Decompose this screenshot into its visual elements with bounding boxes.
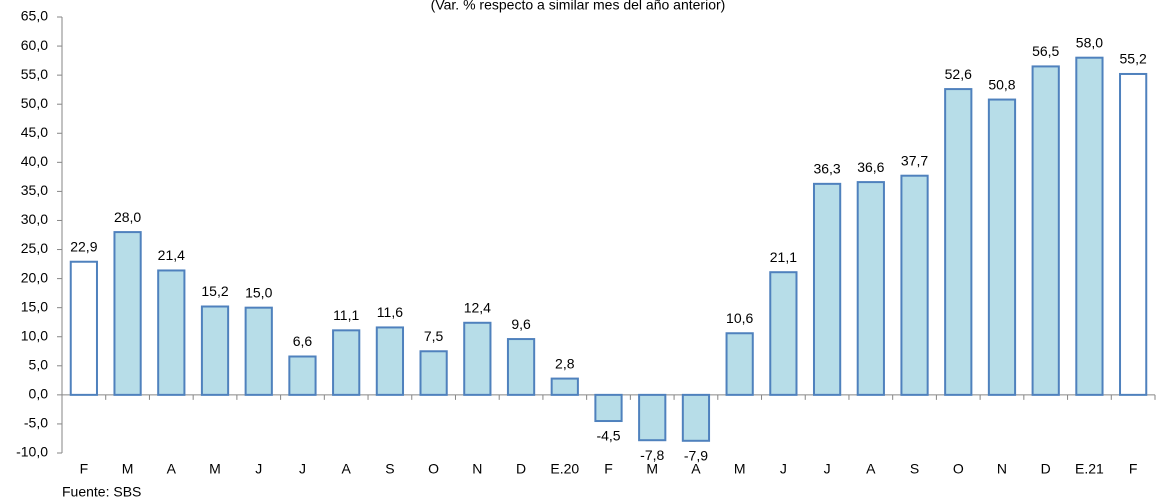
bar [900, 174, 929, 396]
y-tick-label: 0,0 [29, 386, 49, 402]
bar [244, 306, 273, 396]
x-tick-label: S [910, 461, 919, 477]
value-label: 11,1 [333, 307, 359, 323]
value-label: 12,4 [464, 299, 491, 315]
value-label: 15,0 [245, 284, 272, 300]
x-tick-label: M [209, 461, 221, 477]
y-tick-label: 40,0 [21, 153, 48, 169]
value-label: -4,5 [596, 428, 620, 444]
value-label: 28,0 [114, 209, 141, 225]
bar [200, 305, 230, 396]
bar [1075, 56, 1104, 396]
bar [1119, 72, 1148, 396]
x-tick-label: S [385, 461, 394, 477]
value-label: 21,4 [158, 247, 185, 263]
bar [332, 329, 361, 396]
value-label: 6,6 [293, 333, 313, 349]
source: Fuente: SBS [62, 484, 141, 500]
x-tick-label: F [604, 461, 613, 477]
x-tick-label: D [1041, 461, 1051, 477]
value-label: 50,8 [988, 76, 1015, 92]
x-tick-label: J [824, 461, 831, 477]
x-tick-label: O [953, 461, 964, 477]
bar [463, 321, 492, 396]
bar [638, 393, 667, 442]
bar [812, 182, 842, 396]
x-tick-label: D [516, 461, 526, 477]
bar [725, 332, 754, 396]
value-label: 56,5 [1032, 43, 1059, 59]
value-label: 15,2 [201, 283, 228, 299]
bar [944, 88, 973, 396]
y-tick-label: 60,0 [21, 37, 48, 53]
value-label: 58,0 [1076, 34, 1103, 50]
y-tick-label: 5,0 [29, 357, 49, 373]
x-tick-label: N [997, 461, 1007, 477]
value-label: 37,7 [901, 152, 928, 168]
bar [681, 393, 711, 442]
bar [594, 393, 623, 423]
x-tick-label: A [342, 461, 352, 477]
chart-subtitle: (Var. % respecto a similar mes del año a… [431, 0, 726, 13]
x-tick-label: O [428, 461, 439, 477]
bar [506, 338, 536, 396]
y-tick-label: -10,0 [16, 444, 48, 460]
bar [113, 231, 142, 396]
bar [769, 271, 798, 396]
y-tick-label: 55,0 [21, 66, 48, 82]
bar [550, 377, 579, 396]
y-tick-label: 30,0 [21, 211, 48, 227]
y-tick-label: 65,0 [21, 8, 48, 24]
x-tick-label: E.20 [550, 461, 579, 477]
x-tick-label: M [734, 461, 746, 477]
bar [856, 181, 885, 396]
value-label: 36,6 [857, 159, 884, 175]
value-label: 11,6 [377, 304, 403, 320]
value-label: 9,6 [511, 316, 531, 332]
bar [288, 355, 317, 396]
x-tick-label: F [80, 461, 89, 477]
bar [1031, 65, 1060, 396]
value-label: 2,8 [555, 355, 575, 371]
x-tick-label: M [646, 461, 658, 477]
x-tick-label: A [691, 461, 701, 477]
value-label: 36,3 [813, 161, 840, 177]
x-tick-label: A [866, 461, 876, 477]
x-tick-label: F [1129, 461, 1138, 477]
bar [375, 326, 405, 396]
x-tick-label: J [299, 461, 306, 477]
bar [157, 269, 186, 396]
x-tick-label: A [167, 461, 177, 477]
x-tick-label: E.21 [1075, 461, 1104, 477]
bar [69, 260, 98, 396]
value-label: 22,9 [70, 238, 97, 254]
y-tick-label: 15,0 [21, 298, 48, 314]
bar [419, 350, 448, 396]
x-tick-label: M [122, 461, 134, 477]
bar [987, 98, 1017, 396]
value-label: 55,2 [1120, 51, 1147, 67]
y-tick-label: 45,0 [21, 124, 48, 140]
y-tick-label: 50,0 [21, 95, 48, 111]
y-tick-label: 10,0 [21, 327, 48, 343]
y-tick-label: 35,0 [21, 182, 48, 198]
x-tick-label: N [472, 461, 482, 477]
x-tick-label: J [255, 461, 262, 477]
value-label: 52,6 [945, 66, 972, 82]
value-label: 7,5 [424, 328, 444, 344]
value-label: -7,9 [684, 447, 708, 463]
value-label: 21,1 [770, 249, 797, 265]
y-tick-label: 25,0 [21, 240, 48, 256]
y-tick-label: 20,0 [21, 269, 48, 285]
value-label: 10,6 [726, 310, 753, 326]
value-label: -7,8 [640, 447, 664, 463]
y-tick-label: -5,0 [24, 415, 48, 431]
x-tick-label: J [780, 461, 787, 477]
